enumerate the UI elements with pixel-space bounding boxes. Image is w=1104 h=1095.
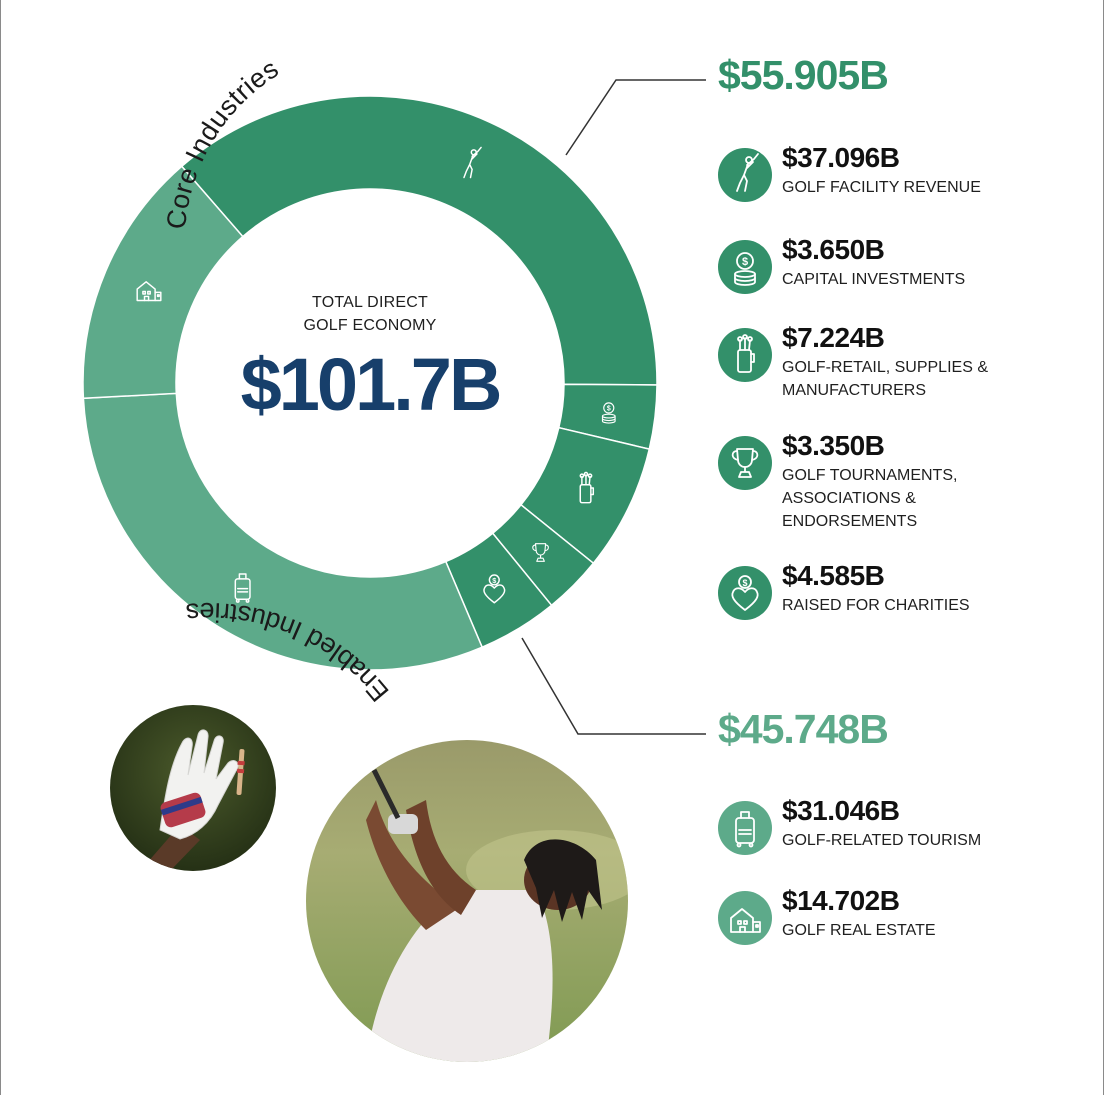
golfer-icon — [718, 148, 772, 202]
legend-value: $3.350B — [782, 430, 885, 461]
core-total: $55.905B — [718, 52, 889, 98]
golf-bag-icon — [579, 471, 595, 504]
center-label-line1: TOTAL DIRECT — [312, 294, 428, 311]
legend-label: CAPITAL INVESTMENTS — [782, 271, 966, 288]
enabled-total: $45.748B — [718, 706, 889, 752]
coin-stack-icon: $ — [718, 240, 772, 294]
luggage-icon — [234, 573, 251, 603]
house-icon — [718, 891, 772, 945]
legend-value: $31.046B — [782, 795, 900, 826]
donut-slice-golf-real-estate — [82, 165, 244, 400]
legend-value: $4.585B — [782, 560, 885, 591]
svg-text:$: $ — [492, 576, 496, 585]
legend-label: RAISED FOR CHARITIES — [782, 597, 970, 614]
house-icon — [136, 281, 162, 302]
donut-slice-golf-facility-revenue — [180, 95, 658, 386]
coin-stack-icon: $ — [601, 402, 616, 424]
center-total: $101.7B — [240, 343, 503, 426]
legend-value: $14.702B — [782, 885, 900, 916]
charity-heart-icon: $ — [718, 566, 772, 620]
left-border — [0, 0, 1, 1095]
legend-label: GOLF-RELATED TOURISM — [782, 832, 982, 849]
legend-value: $3.650B — [782, 234, 885, 265]
legend-label: GOLF REAL ESTATE — [782, 922, 936, 939]
golf-bag-icon — [718, 328, 772, 382]
legend-label: GOLF TOURNAMENTS, ASSOCIATIONS & ENDORSE… — [782, 467, 958, 530]
trophy-icon — [532, 543, 549, 562]
donut-slice-golf-related-tourism — [82, 392, 484, 671]
svg-text:$: $ — [742, 256, 748, 268]
legend-value: $37.096B — [782, 142, 900, 173]
legend-label: GOLF-RETAIL, SUPPLIES & MANUFACTURERS — [782, 359, 988, 399]
svg-text:$: $ — [607, 405, 611, 412]
center-label-line2: GOLF ECONOMY — [303, 317, 437, 334]
luggage-icon — [718, 801, 772, 855]
legend-value: $7.224B — [782, 322, 885, 353]
svg-text:$: $ — [742, 578, 747, 588]
enabled-leader-line — [521, 637, 706, 735]
trophy-icon — [718, 436, 772, 490]
charity-heart-icon: $ — [483, 574, 506, 604]
core-leader-line — [565, 79, 706, 156]
golfer-swing-photo — [306, 740, 628, 1062]
legend-label: GOLF FACILITY REVENUE — [782, 179, 981, 196]
glove-tee-photo — [110, 705, 276, 871]
golfer-icon — [463, 146, 482, 179]
